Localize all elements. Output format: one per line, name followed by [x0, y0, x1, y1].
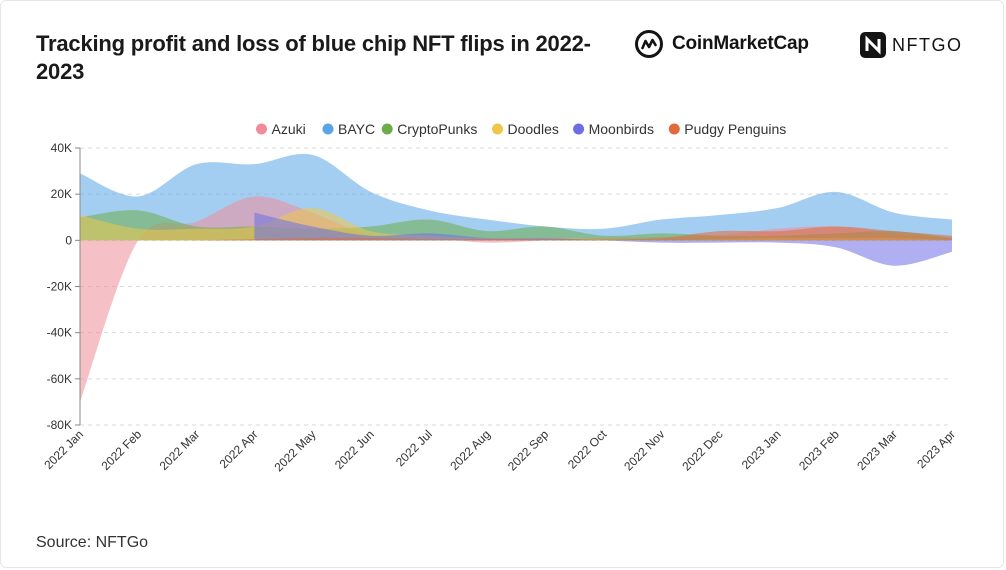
x-tick-label: 2022 Aug — [447, 427, 493, 473]
chart-series-areas — [80, 153, 952, 402]
coinmarketcap-icon — [635, 30, 663, 58]
x-tick-label: 2022 Jan — [41, 427, 86, 472]
x-tick-label: 2022 Oct — [565, 427, 610, 472]
coinmarketcap-logo: CoinMarketCap — [634, 26, 809, 62]
area-chart: Azuki BAYC CryptoPunks Doodles Moonbirds Pudg… — [41, 121, 958, 474]
legend-swatch — [381, 123, 393, 135]
legend-swatch — [573, 123, 585, 135]
chart-legend: Azuki BAYC CryptoPunks Doodles Moonbirds Pudg… — [256, 121, 786, 137]
legend-swatch — [322, 123, 334, 135]
y-tick-label: -60K — [47, 372, 72, 386]
nftgo-icon — [860, 32, 886, 58]
y-tick-label: 20K — [51, 187, 72, 201]
legend-label: Azuki — [272, 121, 306, 137]
legend-swatch — [256, 123, 267, 135]
chart-title: Tracking profit and loss of blue chip NF… — [36, 31, 591, 84]
x-tick-label: 2022 Apr — [217, 427, 261, 471]
x-tick-label: 2023 Mar — [854, 427, 900, 473]
coinmarketcap-wordmark: CoinMarketCap — [672, 33, 809, 54]
legend-item-azuki[interactable]: Azuki — [256, 121, 306, 137]
x-tick-label: 2023 Feb — [796, 427, 842, 473]
x-tick-label: 2023 Jan — [739, 427, 784, 472]
legend-label: Doodles — [508, 121, 559, 137]
y-tick-label: 40K — [51, 141, 72, 155]
x-tick-label: 2022 Dec — [679, 427, 725, 473]
x-tick-label: 2022 May — [271, 427, 318, 474]
x-tick-label: 2022 Feb — [98, 427, 144, 473]
y-tick-label: -40K — [47, 326, 72, 340]
nftgo-logo: NFTGO — [860, 30, 963, 60]
nftgo-wordmark: NFTGO — [892, 34, 963, 55]
y-tick-label: -80K — [47, 418, 72, 432]
legend-item-doodles[interactable]: Doodles — [492, 121, 559, 137]
source-note: Source: NFTGo — [36, 534, 149, 551]
legend-label: CryptoPunks — [397, 121, 477, 137]
legend-item-moonbirds[interactable]: Moonbirds — [573, 121, 654, 137]
x-tick-label: 2023 Apr — [914, 427, 958, 471]
legend-item-bayc[interactable]: BAYC — [322, 121, 376, 137]
legend-item-pudgy-penguins[interactable]: Pudgy Penguins — [668, 121, 786, 137]
series-pudgy-penguins — [80, 226, 952, 241]
legend-swatch — [492, 123, 503, 135]
legend-label: Moonbirds — [589, 121, 654, 137]
legend-item-cryptopunks[interactable]: CryptoPunks — [381, 121, 478, 137]
x-tick-label: 2022 Jul — [393, 427, 435, 469]
legend-label: BAYC — [338, 121, 375, 137]
y-tick-label: -20K — [47, 280, 72, 294]
x-tick-label: 2022 Mar — [157, 427, 203, 473]
x-tick-label: 2022 Sep — [505, 427, 551, 473]
legend-label: Pudgy Penguins — [684, 121, 786, 137]
legend-swatch — [668, 123, 680, 135]
x-tick-label: 2022 Jun — [332, 427, 377, 472]
y-tick-label: 0 — [65, 233, 72, 247]
area-mark — [80, 226, 952, 241]
x-tick-label: 2022 Nov — [621, 427, 667, 473]
